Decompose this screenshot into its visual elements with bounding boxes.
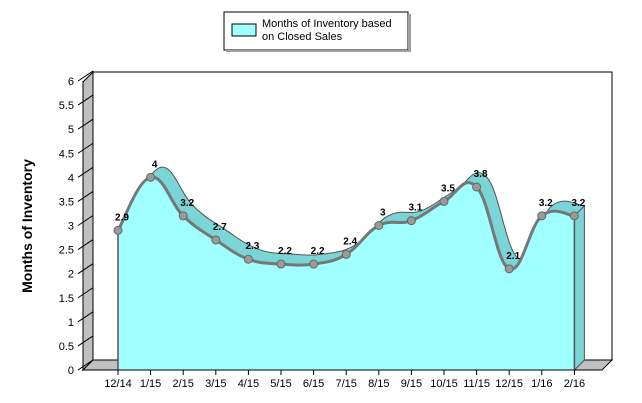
y-tick-label: 2 bbox=[68, 269, 74, 281]
data-point bbox=[569, 211, 579, 221]
legend-shadow bbox=[408, 14, 411, 52]
data-label: 3.8 bbox=[474, 169, 488, 180]
legend-shadow-bottom bbox=[226, 50, 411, 52]
y-tick-label: 4.5 bbox=[59, 148, 74, 160]
data-label: 3 bbox=[380, 208, 386, 219]
y-tick-label: 3.5 bbox=[59, 196, 74, 208]
data-point bbox=[504, 264, 514, 274]
data-label: 3.2 bbox=[539, 198, 553, 209]
area-fill bbox=[118, 177, 575, 370]
data-label: 2.4 bbox=[343, 236, 357, 247]
data-label: 2.9 bbox=[115, 212, 129, 223]
x-tick-label: 11/15 bbox=[463, 378, 490, 390]
data-point bbox=[309, 259, 319, 269]
data-label: 3.2 bbox=[180, 198, 194, 209]
x-tick-label: 2/15 bbox=[172, 378, 193, 390]
x-tick-label: 1/15 bbox=[140, 378, 161, 390]
y-tick bbox=[77, 239, 94, 250]
data-label: 2.3 bbox=[245, 241, 259, 252]
data-label: 2.2 bbox=[278, 246, 292, 257]
data-point bbox=[537, 211, 547, 221]
x-tick-label: 9/15 bbox=[401, 378, 422, 390]
data-point bbox=[178, 211, 188, 221]
x-tick-label: 8/15 bbox=[368, 378, 389, 390]
y-tick-label: 3 bbox=[68, 221, 74, 233]
data-point bbox=[243, 254, 253, 264]
data-point bbox=[276, 259, 286, 269]
y-tick-label: 5 bbox=[68, 124, 74, 136]
x-tick-label: 12/15 bbox=[495, 378, 523, 390]
y-axis: 0 0.5 1 1.5 2 2.5 3 3.5 4 4.5 5 5.5 6 bbox=[59, 70, 94, 377]
data-point bbox=[211, 235, 221, 245]
data-point bbox=[374, 221, 384, 230]
y-tick bbox=[77, 142, 94, 154]
legend-entry: Months of Inventory based on Closed Sale… bbox=[262, 18, 395, 43]
y-tick-label: 1 bbox=[68, 317, 74, 329]
y-tick-label: 0 bbox=[68, 365, 74, 377]
y-tick-label: 0.5 bbox=[59, 341, 74, 353]
y-tick-label: 1.5 bbox=[59, 293, 74, 305]
x-tick-label: 6/15 bbox=[303, 378, 324, 390]
x-tick-label: 4/15 bbox=[238, 378, 259, 390]
y-tick-label: 2.5 bbox=[59, 245, 74, 257]
x-tick-label: 12/14 bbox=[104, 378, 132, 390]
y-tick-label: 4 bbox=[68, 172, 74, 184]
y-tick bbox=[77, 215, 94, 226]
y-tick bbox=[77, 166, 94, 178]
y-tick-label: 6 bbox=[68, 76, 74, 88]
y-axis-title: Months of Inventory bbox=[19, 159, 35, 293]
data-label: 3.2 bbox=[571, 198, 585, 209]
x-tick-label: 5/15 bbox=[270, 378, 291, 390]
area-depth-ribbon bbox=[118, 167, 585, 270]
y-tick bbox=[77, 94, 94, 106]
x-tick-label: 2/16 bbox=[564, 378, 585, 390]
area-side-face bbox=[573, 204, 585, 372]
x-tick-label: 1/16 bbox=[531, 378, 552, 390]
data-label: 2.7 bbox=[213, 222, 227, 233]
y-tick bbox=[77, 311, 94, 323]
legend-line-2: on Closed Sales bbox=[262, 31, 343, 43]
y-tick bbox=[77, 191, 94, 202]
data-point bbox=[406, 216, 416, 226]
legend: Months of Inventory based on Closed Sale… bbox=[223, 11, 411, 52]
y-tick bbox=[77, 335, 94, 347]
data-point bbox=[472, 182, 482, 192]
data-point bbox=[439, 196, 449, 206]
data-label: 2.2 bbox=[311, 246, 325, 257]
data-label: 2.1 bbox=[506, 251, 520, 262]
data-point bbox=[113, 225, 123, 235]
data-label: 3.5 bbox=[441, 183, 455, 194]
series-layer: 2.9 4 3.2 2.7 2.3 2.2 2.2 2.4 3 3.1 3.5 3.8 2.1 3.2 3.… bbox=[113, 159, 586, 372]
y-tick bbox=[77, 118, 94, 130]
y-tick-label: 5.5 bbox=[59, 100, 74, 112]
y-tick bbox=[77, 70, 94, 82]
data-label: 3.1 bbox=[408, 203, 422, 214]
x-tick-label: 3/15 bbox=[205, 378, 226, 390]
y-tick bbox=[77, 287, 94, 299]
legend-swatch bbox=[231, 23, 257, 37]
legend-line-1: Months of Inventory based bbox=[262, 18, 392, 30]
data-point bbox=[341, 249, 351, 259]
x-axis: 12/14 1/15 2/15 3/15 4/15 5/15 6/15 7/15 8/15 9/1… bbox=[83, 369, 602, 390]
data-label: 4 bbox=[152, 159, 158, 170]
y-tick bbox=[77, 359, 94, 371]
y-tick bbox=[77, 263, 94, 275]
x-tick-label: 7/15 bbox=[335, 378, 356, 390]
data-point bbox=[146, 172, 156, 182]
x-tick-label: 10/15 bbox=[430, 378, 458, 390]
